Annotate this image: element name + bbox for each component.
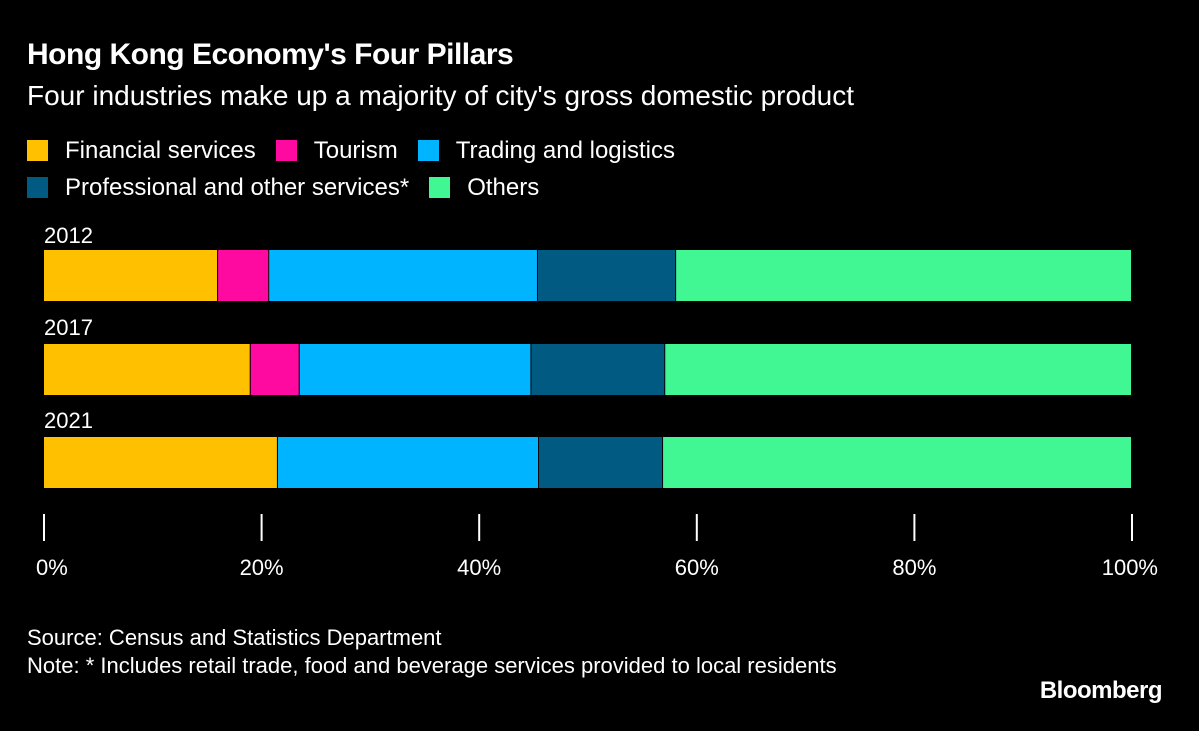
legend-swatch-trading-logistics (417, 140, 439, 161)
legend-label-professional-services: Professional and other services* (65, 173, 410, 201)
legend-label-financial-services: Financial services (65, 136, 256, 164)
x-tick-label-80: 80% (892, 555, 936, 580)
legend-item-trading-logistics: Trading and logistics (417, 136, 675, 165)
category-label-2021: 2021 (44, 408, 93, 433)
bar-2012-others (676, 250, 1131, 301)
legend-item-others: Others (429, 174, 539, 202)
bar-2021-financial-services (44, 437, 277, 488)
x-tick-label-40: 40% (457, 555, 501, 580)
source-note: Source: Census and Statistics Department (27, 625, 442, 650)
chart-subtitle: Four industries make up a majority of ci… (27, 80, 854, 111)
x-tick-label-100: 100% (1102, 555, 1158, 580)
footer: Source: Census and Statistics Department… (27, 624, 887, 680)
legend-swatch-financial-services (27, 140, 48, 161)
legend-item-professional-services: Professional and other services* (27, 174, 409, 202)
bar-2017-others (665, 344, 1131, 395)
bar-2017-trading-and-logistics (299, 344, 531, 395)
x-tick-label-60: 60% (675, 555, 719, 580)
chart-title: Hong Kong Economy's Four Pillars (27, 38, 514, 71)
bar-2017-professional-and-other-services (531, 344, 665, 395)
bar-2012-financial-services (44, 250, 218, 301)
bar-2017-tourism (250, 344, 299, 395)
bar-2012-professional-and-other-services (537, 250, 676, 301)
category-label-2012: 2012 (44, 223, 93, 248)
legend: Financial services Tourism Trading and l… (27, 132, 927, 206)
bar-2017-financial-services (44, 344, 250, 395)
legend-item-tourism: Tourism (275, 136, 398, 165)
legend-label-tourism: Tourism (313, 136, 398, 164)
bar-2012-tourism (218, 250, 269, 301)
bar-2012-trading-and-logistics (269, 250, 537, 301)
bloomberg-logo: Bloomberg (1039, 677, 1163, 704)
legend-swatch-others (429, 177, 451, 198)
legend-row-1: Financial services Tourism Trading and l… (27, 132, 927, 169)
bar-2021-professional-and-other-services (539, 437, 663, 488)
legend-row-2: Professional and other services* Others (27, 169, 927, 206)
x-tick-label-0: 0% (36, 555, 68, 580)
x-tick-label-20: 20% (240, 555, 284, 580)
legend-label-trading-logistics: Trading and logistics (455, 136, 675, 164)
legend-swatch-professional-services (27, 177, 48, 198)
bar-2021-trading-and-logistics (277, 437, 539, 488)
legend-item-financial-services: Financial services (27, 137, 256, 165)
legend-label-others: Others (467, 173, 540, 201)
bar-2021-others (663, 437, 1131, 488)
category-label-2017: 2017 (44, 315, 93, 340)
legend-swatch-tourism (275, 140, 297, 161)
footnote: Note: * Includes retail trade, food and … (27, 653, 837, 678)
